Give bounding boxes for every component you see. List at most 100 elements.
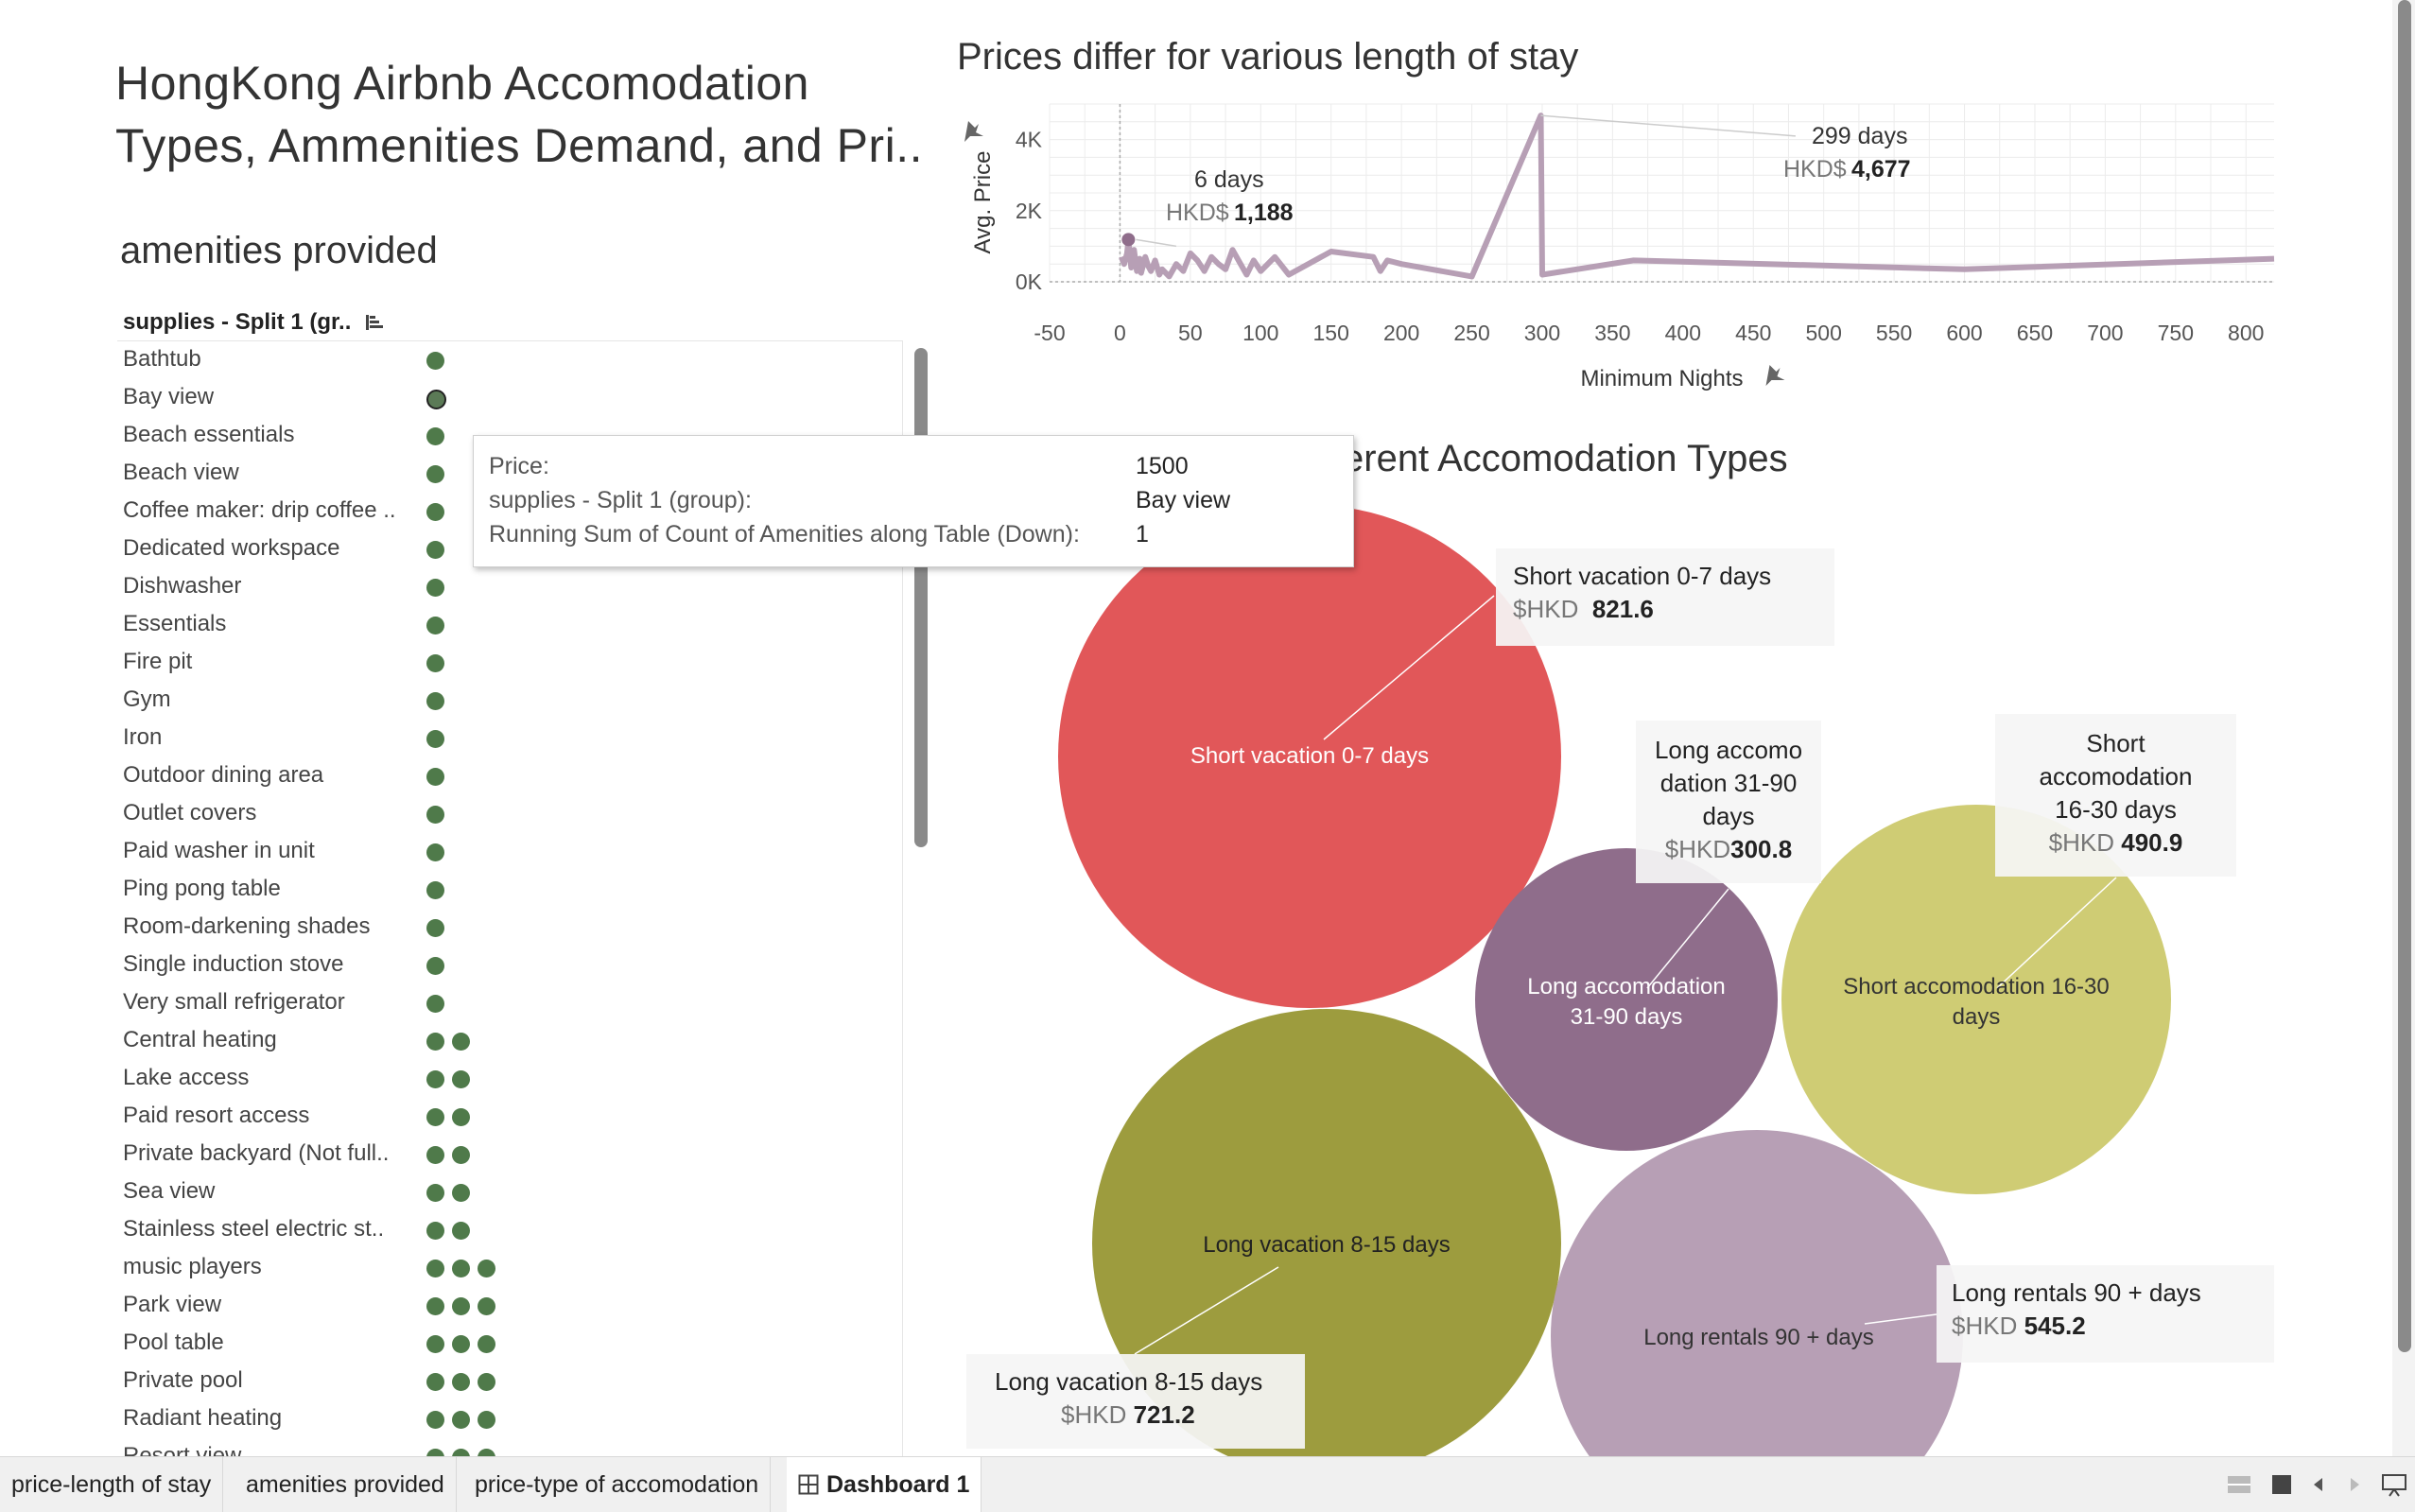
- amenity-count-dot[interactable]: [426, 1184, 444, 1202]
- amenity-label: Essentials: [123, 611, 227, 636]
- tab-price-length-of-stay[interactable]: price-length of stay: [0, 1457, 224, 1512]
- pin-icon[interactable]: [1765, 365, 1785, 386]
- previous-sheet-icon[interactable]: [2311, 1476, 2326, 1493]
- dashboard-title: HongKong Airbnb Accomodation Types, Amme…: [115, 57, 923, 172]
- amenity-count-dot[interactable]: [452, 1184, 470, 1202]
- amenity-count-dot[interactable]: [426, 1070, 444, 1088]
- bubble-long-accomodation[interactable]: [1475, 848, 1778, 1151]
- amenity-count-dot[interactable]: [452, 1335, 470, 1353]
- single-view-icon[interactable]: [2271, 1474, 2292, 1495]
- amenity-count-dot[interactable]: [426, 654, 444, 672]
- amenity-count-dot[interactable]: [426, 995, 444, 1013]
- amenity-count-dot[interactable]: [426, 1373, 444, 1391]
- amenity-count-dot[interactable]: [478, 1449, 495, 1457]
- grid-view-icon[interactable]: [2227, 1474, 2251, 1495]
- amenity-count-dot[interactable]: [452, 1373, 470, 1391]
- amenity-count-dot[interactable]: [426, 1411, 444, 1429]
- amenity-count-dot[interactable]: [452, 1222, 470, 1240]
- amenity-count-dot[interactable]: [426, 730, 444, 748]
- amenity-label: Pool table: [123, 1330, 224, 1355]
- amenity-count-dot[interactable]: [426, 1222, 444, 1240]
- amenity-count-dot[interactable]: [426, 390, 446, 409]
- x-tick-label: 0: [1114, 321, 1126, 345]
- amenity-count-dot[interactable]: [426, 1146, 444, 1164]
- amenity-count-dot[interactable]: [426, 465, 444, 483]
- amenities-title: amenities provided: [120, 230, 438, 271]
- annotation-prefix: HKD$: [1783, 156, 1847, 182]
- amenity-count-dot[interactable]: [452, 1146, 470, 1164]
- line-chart-title: Prices differ for various length of stay: [957, 36, 1579, 78]
- amenity-count-dot[interactable]: [426, 768, 444, 786]
- amenity-count-dot[interactable]: [426, 1033, 444, 1051]
- bubble-label: Long accomodation 31-90 days: [1527, 974, 1726, 1030]
- y-tick-label: 2K: [1016, 199, 1043, 223]
- x-tick-label: 200: [1383, 321, 1419, 345]
- amenity-label: Very small refrigerator: [123, 989, 345, 1015]
- amenity-count-dot[interactable]: [452, 1108, 470, 1126]
- tab-label: price-type of accomodation: [475, 1471, 759, 1498]
- amenities-column-header[interactable]: supplies - Split 1 (gr..: [123, 309, 352, 335]
- amenity-count-dot[interactable]: [426, 1335, 444, 1353]
- amenity-count-dot[interactable]: [478, 1373, 495, 1391]
- bubble-short-accomodation[interactable]: [1781, 805, 2171, 1194]
- tab-price-type-of-accomodation[interactable]: price-type of accomodation: [463, 1457, 772, 1512]
- callout-short-accomodation: Short accomodation 16-30 days $HKD 490.9: [1995, 714, 2236, 877]
- bubble-chart[interactable]: [946, 492, 2383, 1456]
- callout-long-rentals: Long rentals 90 + days $HKD 545.2: [1937, 1265, 2274, 1363]
- y-tick-label: 4K: [1016, 128, 1043, 152]
- amenities-list[interactable]: Bathtub Bay view Beach essentials Beach vie…: [117, 340, 903, 1457]
- amenity-count-dot[interactable]: [426, 692, 444, 710]
- presentation-mode-icon[interactable]: [2381, 1472, 2407, 1497]
- next-sheet-icon[interactable]: [2347, 1476, 2362, 1493]
- amenity-count-dot[interactable]: [426, 352, 444, 370]
- amenity-count-dot[interactable]: [452, 1070, 470, 1088]
- tab-dashboard-1[interactable]: Dashboard 1: [787, 1457, 982, 1512]
- amenity-count-dot[interactable]: [478, 1411, 495, 1429]
- amenity-count-dot[interactable]: [426, 843, 444, 861]
- amenity-count-dot[interactable]: [426, 503, 444, 521]
- bubble-short-vacation[interactable]: [1058, 505, 1561, 1008]
- amenity-count-dot[interactable]: [426, 1449, 444, 1457]
- page-scrollbar-thumb[interactable]: [2398, 0, 2411, 1352]
- price-line[interactable]: [1119, 113, 2275, 280]
- x-tick-label: -50: [1034, 321, 1065, 345]
- amenity-count-dot[interactable]: [452, 1297, 470, 1315]
- highlight-point[interactable]: [1121, 233, 1136, 247]
- amenity-label: Iron: [123, 724, 163, 750]
- amenity-count-dot[interactable]: [426, 427, 444, 445]
- amenity-count-dot[interactable]: [426, 1297, 444, 1315]
- bubble-label: Long rentals 90 + days: [1643, 1325, 1874, 1350]
- amenity-label: music players: [123, 1254, 262, 1279]
- amenity-label: Ping pong table: [123, 876, 281, 901]
- sort-icon[interactable]: [364, 312, 385, 333]
- annotation-prefix: HKD$: [1166, 200, 1229, 226]
- amenities-scrollbar-thumb[interactable]: [914, 348, 928, 847]
- amenity-label: Sea view: [123, 1178, 216, 1204]
- amenity-count-dot[interactable]: [426, 1260, 444, 1277]
- amenity-count-dot[interactable]: [426, 881, 444, 899]
- amenity-count-dot[interactable]: [452, 1449, 470, 1457]
- amenity-label: Fire pit: [123, 649, 193, 674]
- amenity-count-dot[interactable]: [452, 1411, 470, 1429]
- amenity-count-dot[interactable]: [478, 1260, 495, 1277]
- amenity-count-dot[interactable]: [426, 617, 444, 634]
- annotation-line: [1136, 238, 1177, 248]
- x-tick-label: 150: [1313, 321, 1349, 345]
- amenity-count-dot[interactable]: [426, 579, 444, 597]
- amenity-count-dot[interactable]: [452, 1260, 470, 1277]
- amenity-label: Paid resort access: [123, 1103, 310, 1128]
- pin-icon[interactable]: [964, 121, 983, 142]
- tab-amenities-provided[interactable]: amenities provided: [235, 1457, 457, 1512]
- amenity-count-dot[interactable]: [452, 1033, 470, 1051]
- amenity-count-dot[interactable]: [426, 541, 444, 559]
- amenity-count-dot[interactable]: [478, 1335, 495, 1353]
- line-chart[interactable]: 0K 2K 4K -50 0 50 100 150 200 250 300 350 400 450 500 5…: [955, 95, 2298, 407]
- amenity-count-dot[interactable]: [426, 919, 444, 937]
- amenity-count-dot[interactable]: [426, 1108, 444, 1126]
- x-tick-label: 300: [1524, 321, 1560, 345]
- amenity-count-dot[interactable]: [478, 1297, 495, 1315]
- bubble-long-vacation[interactable]: [1092, 1009, 1561, 1456]
- amenity-count-dot[interactable]: [426, 806, 444, 824]
- amenity-count-dot[interactable]: [426, 957, 444, 975]
- bubble-long-rentals[interactable]: [1551, 1130, 1963, 1456]
